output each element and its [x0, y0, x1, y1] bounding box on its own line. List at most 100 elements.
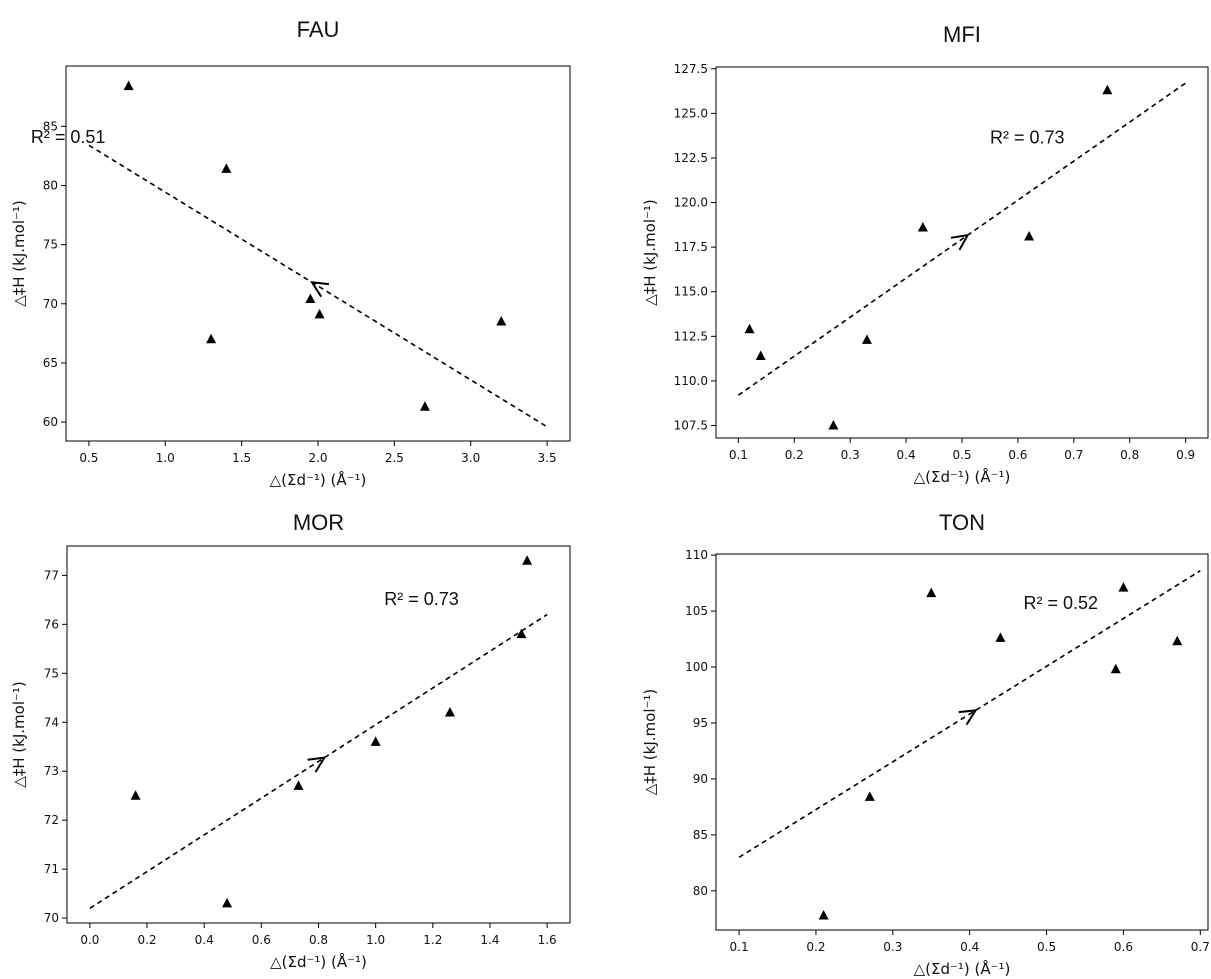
r-squared-annotation: R² = 0.73	[990, 128, 1065, 148]
data-point	[917, 222, 928, 232]
y-tick-label: 122.5	[674, 151, 708, 165]
data-point	[1110, 663, 1121, 674]
data-point	[864, 791, 875, 801]
chart-panel-ton: TON 0.1 0.2 0.3 0.4 0.5 0.6 0.7 80 85 90 95 100 105 11…	[641, 510, 1210, 978]
data-point	[221, 163, 232, 173]
y-tick-label: 60	[43, 415, 58, 429]
plot-frame	[65, 65, 571, 442]
x-tick-label: 0.7	[1191, 940, 1210, 954]
x-tick-label: 1.2	[423, 933, 442, 947]
plot-frame	[715, 66, 1209, 439]
data-point	[1172, 635, 1183, 646]
x-tick-label: 2.0	[308, 451, 327, 465]
trend-arrow-icon	[310, 281, 330, 298]
y-tick-label: 72	[44, 813, 59, 827]
y-tick-label: 112.5	[674, 329, 708, 343]
y-tick-label: 120.0	[674, 196, 708, 210]
data-point	[744, 323, 755, 334]
chart-title: MFI	[943, 22, 981, 47]
data-point	[123, 80, 134, 91]
y-tick-label: 85	[693, 828, 708, 842]
data-point	[370, 736, 381, 746]
x-tick-label: 0.3	[883, 940, 902, 954]
x-tick-label: 0.8	[309, 933, 328, 947]
chart-panel-mfi: MFI 0.1 0.2 0.3 0.4 0.5 0.6 0.7 0.8 0.9 107.5 110.0…	[641, 22, 1209, 486]
x-tick-label: 0.8	[1120, 448, 1139, 462]
y-tick-label: 125.0	[674, 106, 708, 120]
chart-title: FAU	[297, 17, 340, 42]
x-tick-label: 3.0	[461, 451, 480, 465]
y-axis-label: △‡H (kJ.mol⁻¹)	[641, 689, 659, 796]
data-point	[222, 897, 233, 908]
x-tick-label: 0.3	[841, 448, 860, 462]
y-tick-label: 85	[43, 119, 58, 133]
y-tick-label: 74	[44, 715, 59, 729]
y-tick-label: 80	[693, 884, 708, 898]
y-tick-label: 105	[685, 604, 708, 618]
x-tick-label: 0.6	[1008, 448, 1027, 462]
trend-arrow-icon	[307, 756, 327, 773]
y-axis-label: △‡H (kJ.mol⁻¹)	[10, 681, 28, 788]
data-point	[130, 790, 141, 800]
plot-frame	[66, 545, 571, 924]
y-tick-label: 95	[693, 716, 708, 730]
y-tick-label: 127.5	[674, 62, 708, 76]
x-tick-label: 0.4	[960, 940, 979, 954]
x-tick-label: 0.7	[1064, 448, 1083, 462]
x-tick-label: 2.5	[385, 451, 404, 465]
data-point	[995, 632, 1006, 642]
y-tick-label: 70	[44, 911, 59, 925]
x-tick-label: 0.2	[806, 940, 825, 954]
data-point	[818, 909, 829, 920]
x-axis-label: △(Σd⁻¹) (Å⁻¹)	[270, 952, 367, 971]
x-tick-label: 0.5	[1037, 940, 1056, 954]
r-squared-annotation: R² = 0.51	[31, 127, 106, 147]
data-point	[1024, 230, 1035, 241]
data-point	[206, 333, 217, 344]
data-point	[1102, 84, 1113, 95]
x-tick-label: 1.0	[156, 451, 175, 465]
x-tick-label: 1.0	[366, 933, 385, 947]
chart-title: TON	[939, 510, 985, 535]
y-tick-label: 110.0	[674, 374, 708, 388]
r-squared-annotation: R² = 0.73	[384, 589, 459, 609]
chart-title: MOR	[293, 510, 344, 535]
x-axis-label: △(Σd⁻¹) (Å⁻¹)	[914, 959, 1011, 978]
x-tick-label: 0.1	[729, 448, 748, 462]
data-point	[755, 350, 766, 360]
x-tick-label: 0.6	[252, 933, 271, 947]
x-tick-label: 0.2	[137, 933, 156, 947]
trend-arrow-icon	[958, 709, 978, 726]
r-squared-annotation: R² = 0.52	[1024, 593, 1099, 613]
data-point	[444, 706, 455, 717]
chart-panel-mor: MOR 0.0 0.2 0.4 0.6 0.8 1.0 1.2 1.4 1.6 70 71 72 73 74…	[10, 510, 571, 971]
y-tick-label: 100	[685, 660, 708, 674]
y-tick-label: 75	[44, 666, 59, 680]
y-tick-label: 110	[685, 548, 708, 562]
regression-line	[89, 613, 548, 909]
y-axis-label: △‡H (kJ.mol⁻¹)	[10, 200, 28, 307]
data-point	[1118, 582, 1129, 592]
data-point	[496, 316, 507, 326]
y-tick-label: 71	[44, 862, 59, 876]
y-tick-label: 76	[44, 617, 59, 631]
data-point	[516, 628, 527, 639]
y-tick-label: 117.5	[674, 240, 708, 254]
y-tick-label: 107.5	[674, 419, 708, 433]
regression-line	[738, 570, 1201, 858]
data-point	[293, 780, 304, 790]
x-tick-label: 3.5	[538, 451, 557, 465]
regression-line	[88, 144, 548, 428]
x-tick-label: 0.4	[897, 448, 916, 462]
regression-line	[737, 82, 1187, 396]
data-point	[861, 334, 872, 344]
x-tick-label: 0.1	[730, 940, 749, 954]
x-axis-label: △(Σd⁻¹) (Å⁻¹)	[270, 470, 367, 489]
data-point	[314, 308, 325, 319]
y-axis-label: △‡H (kJ.mol⁻¹)	[641, 199, 659, 306]
data-point	[305, 293, 316, 304]
x-tick-label: 0.9	[1176, 448, 1195, 462]
x-tick-label: 0.5	[79, 451, 98, 465]
y-tick-label: 90	[693, 772, 708, 786]
